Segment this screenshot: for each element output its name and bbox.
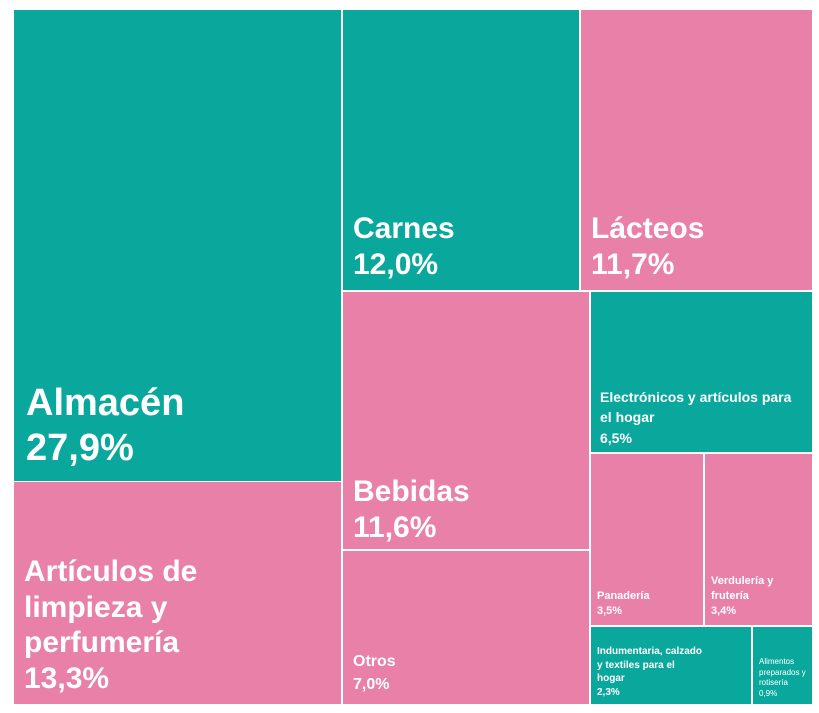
tile-indumentaria: Indumentaria, calzado y textiles para el… <box>591 627 751 704</box>
tile-bebidas: Bebidas 11,6% <box>343 292 589 549</box>
tile-electronicos-name: Electrónicos y artículos para el hogar <box>600 389 792 426</box>
tile-indumentaria-label: Indumentaria, calzado y textiles para el… <box>591 645 751 704</box>
tile-carnes-label: Carnes 12,0% <box>343 211 579 290</box>
tile-almacen-name: Almacén <box>26 382 185 425</box>
tile-verduleria-value: 3,4% <box>711 605 737 618</box>
tile-electronicos-value: 6,5% <box>600 429 632 446</box>
tile-lacteos-name: Lácteos <box>591 212 705 246</box>
tile-alimentos-preparados: Alimentos preparados y rotisería 0,9% <box>753 627 812 704</box>
tile-verduleria: Verdulería y frutería 3,4% <box>705 454 812 625</box>
tile-otros-value: 7,0% <box>353 675 390 693</box>
tile-panaderia: Panadería 3,5% <box>591 454 703 625</box>
tile-indumentaria-value: 2,3% <box>597 686 620 698</box>
tile-verduleria-name: Verdulería y frutería <box>711 575 774 603</box>
tile-bebidas-label: Bebidas 11,6% <box>343 474 589 549</box>
tile-lacteos: Lácteos 11,7% <box>581 10 812 290</box>
tile-indumentaria-name: Indumentaria, calzado y textiles para el… <box>597 646 703 684</box>
tile-alimentos-preparados-value: 0,9% <box>759 688 778 698</box>
tile-electronicos-label: Electrónicos y artículos para el hogar 6… <box>591 387 812 452</box>
tile-otros-name: Otros <box>353 652 396 670</box>
tile-bebidas-value: 11,6% <box>353 510 437 544</box>
tile-almacen: Almacén 27,9% <box>14 10 341 481</box>
tile-lacteos-value: 11,7% <box>591 247 675 281</box>
tile-panaderia-name: Panadería <box>597 590 650 603</box>
tile-lacteos-label: Lácteos 11,7% <box>581 211 812 290</box>
tile-otros: Otros 7,0% <box>343 551 589 704</box>
tile-articulos-limpieza-value: 13,3% <box>24 661 110 695</box>
tile-electronicos: Electrónicos y artículos para el hogar 6… <box>591 292 812 452</box>
tile-almacen-value: 27,9% <box>26 427 134 470</box>
tile-articulos-limpieza-label: Artículos de limpieza y perfumería 13,3% <box>14 554 341 704</box>
tile-carnes-name: Carnes <box>353 212 455 246</box>
tile-carnes-value: 12,0% <box>353 247 439 281</box>
tile-almacen-label: Almacén 27,9% <box>14 381 341 481</box>
tile-verduleria-label: Verdulería y frutería 3,4% <box>705 574 812 625</box>
tile-carnes: Carnes 12,0% <box>343 10 579 290</box>
tile-articulos-limpieza-name: Artículos de limpieza y perfumería <box>24 555 198 660</box>
tile-articulos-limpieza: Artículos de limpieza y perfumería 13,3% <box>14 482 341 704</box>
tile-panaderia-label: Panadería 3,5% <box>591 589 703 625</box>
tile-bebidas-name: Bebidas <box>353 475 470 509</box>
tile-panaderia-value: 3,5% <box>597 605 623 618</box>
tile-otros-label: Otros 7,0% <box>343 650 589 704</box>
tile-alimentos-preparados-label: Alimentos preparados y rotisería 0,9% <box>753 657 812 704</box>
tile-alimentos-preparados-name: Alimentos preparados y rotisería <box>759 657 806 688</box>
